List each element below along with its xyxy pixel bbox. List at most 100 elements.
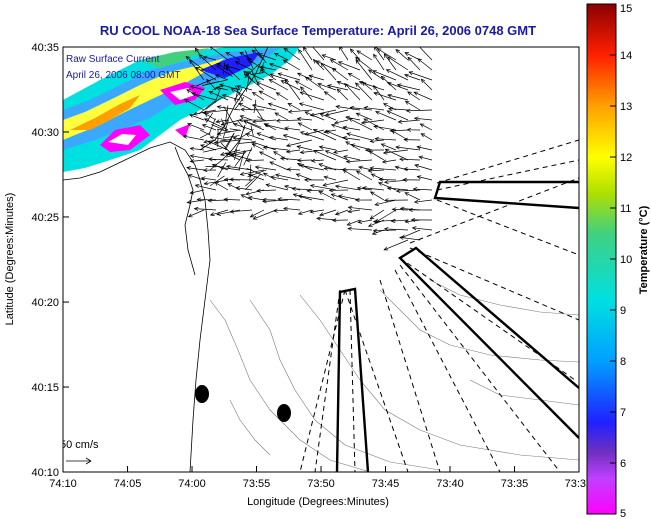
current-vector-head	[321, 54, 327, 59]
current-vector-head	[193, 206, 199, 211]
current-vector-head	[279, 156, 285, 161]
current-vector-head	[273, 151, 278, 156]
current-vector	[395, 49, 409, 61]
current-vector-head	[373, 91, 378, 96]
current-vector	[251, 49, 265, 61]
current-vector-head	[284, 79, 289, 84]
current-vector-head	[355, 170, 361, 175]
current-vector-head	[282, 134, 288, 139]
current-vector-head	[270, 175, 275, 180]
current-vector-head	[229, 209, 235, 214]
current-vector-head	[399, 157, 404, 162]
inset-line-1: Raw Surface Current	[66, 54, 160, 65]
current-vector-head	[373, 47, 378, 51]
current-vector-head	[186, 166, 191, 171]
current-vector-head	[372, 219, 378, 224]
current-vector-head	[372, 228, 378, 233]
current-vector	[225, 64, 241, 71]
current-vector	[303, 47, 313, 61]
current-vector-head	[323, 166, 329, 171]
current-vector	[359, 81, 385, 91]
current-vector	[247, 121, 262, 128]
current-vector	[361, 119, 385, 124]
current-vector-head	[265, 183, 271, 188]
current-vector-head	[395, 188, 401, 194]
current-vector	[195, 184, 217, 191]
current-vector-head	[297, 122, 303, 127]
current-vector-head	[304, 131, 309, 136]
current-vector-head	[282, 59, 288, 64]
scale-label: 50 cm/s	[60, 439, 99, 451]
current-vector-head	[383, 198, 389, 203]
current-vector	[358, 166, 373, 171]
current-vector	[278, 198, 301, 201]
current-vector	[320, 62, 337, 81]
current-vector-head	[355, 112, 361, 117]
current-vector	[269, 79, 289, 91]
current-vector-head	[306, 188, 311, 193]
current-vector	[283, 134, 301, 141]
current-vector	[236, 85, 253, 91]
current-vector	[375, 138, 397, 141]
current-vector-head	[354, 82, 360, 87]
current-vector-head	[312, 129, 318, 133]
current-vector-head	[323, 91, 329, 96]
current-vector	[414, 199, 433, 203]
colorbar-tick-label: 8	[620, 356, 626, 368]
current-vector	[327, 85, 349, 91]
current-vector	[184, 99, 205, 111]
current-vector-head	[316, 216, 321, 221]
current-vector	[283, 59, 301, 71]
current-vector-head	[367, 168, 373, 173]
current-vector	[401, 229, 421, 239]
current-vector	[243, 147, 253, 166]
current-vector-head	[347, 205, 353, 210]
current-vector-head	[216, 105, 222, 110]
current-vector-head	[187, 213, 193, 218]
current-vector-head	[324, 112, 330, 117]
current-vector	[237, 129, 254, 140]
current-vector	[252, 119, 277, 123]
current-vector-head	[367, 69, 373, 74]
current-vector-head	[407, 56, 412, 62]
current-vector-head	[223, 197, 228, 202]
current-vector-head	[268, 79, 274, 84]
current-vector	[419, 47, 433, 61]
current-vector-head	[223, 177, 229, 182]
current-vector-head	[345, 159, 351, 164]
current-vector	[204, 118, 229, 131]
current-vector	[356, 170, 373, 181]
current-vector-head	[258, 90, 264, 95]
current-vector	[200, 144, 217, 151]
current-vector-head	[299, 131, 305, 136]
current-vector-head	[358, 165, 363, 170]
current-vector	[249, 164, 252, 181]
current-vector	[243, 120, 265, 131]
current-vector	[186, 167, 205, 171]
current-vector-head	[403, 167, 408, 172]
current-vector	[363, 118, 385, 131]
current-vector-head	[238, 118, 243, 123]
current-vector	[404, 74, 421, 81]
current-vector	[225, 152, 241, 161]
current-vector-head	[404, 219, 410, 224]
current-vector	[230, 88, 253, 101]
current-vector-head	[269, 161, 274, 166]
current-vector	[189, 59, 205, 81]
current-vector	[222, 62, 225, 75]
current-vector	[391, 219, 409, 222]
current-vector-head	[256, 132, 262, 137]
current-vector-head	[320, 62, 325, 68]
current-vector-head	[386, 110, 392, 115]
current-vector-head	[189, 190, 195, 195]
current-vector-head	[357, 219, 363, 224]
current-vector	[221, 118, 228, 133]
current-vector-head	[334, 184, 340, 189]
current-vector-head	[319, 212, 324, 217]
current-vector-head	[245, 132, 250, 137]
current-vector-head	[213, 140, 219, 145]
current-vector	[238, 103, 253, 111]
current-vector-head	[195, 66, 200, 71]
station-marker	[277, 404, 291, 422]
current-vector-head	[216, 211, 222, 216]
